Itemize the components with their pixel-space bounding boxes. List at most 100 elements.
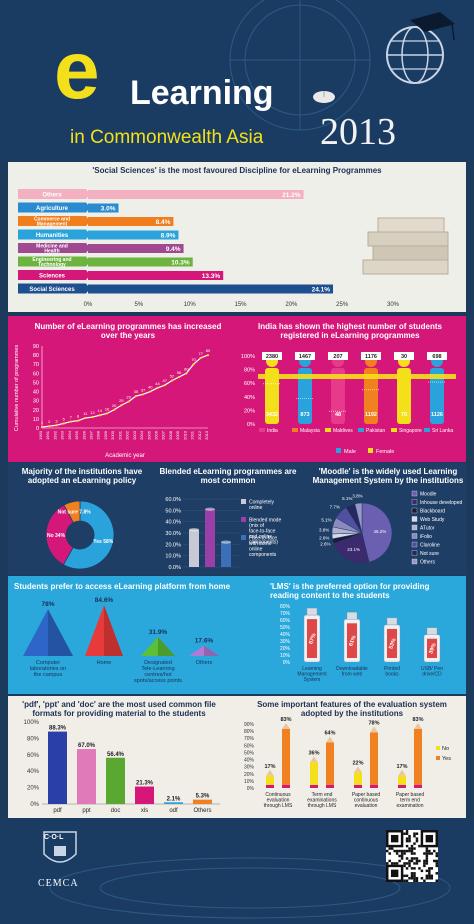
- country-flag: [325, 428, 331, 432]
- qr-module: [390, 862, 394, 865]
- qr-module: [388, 859, 391, 863]
- qr-module: [425, 859, 429, 863]
- globe-icon: [386, 12, 455, 84]
- student-top-label-bg: [295, 352, 315, 360]
- qr-module: [413, 872, 416, 875]
- disc-x-tick: 15%: [234, 302, 247, 308]
- disciplines-section: 'Social Sciences' is the most favoured D…: [8, 162, 466, 312]
- qr-module: [413, 867, 416, 870]
- footer: C·O·L CEMCA: [0, 818, 474, 924]
- blended-legend-label: components): [249, 540, 278, 546]
- blended-legend-label: Face-to-face: [249, 536, 277, 542]
- formats-value-label: 88.3%: [49, 726, 67, 732]
- disc-bar: [88, 284, 334, 294]
- evaluation-y-tick: 90%: [244, 722, 255, 728]
- country-label: Sri Lanka: [432, 428, 453, 434]
- qr-module: [400, 854, 404, 858]
- evaluation-pencil-body: [310, 762, 318, 788]
- disc-category-tab: [18, 270, 90, 280]
- evaluation-pencil-tip: [398, 769, 406, 776]
- qr-module: [420, 877, 424, 880]
- blended-bar-chart: 0.0% 10.0% 20.0% 30.0% 40.0% 50.0% 60.0% Comple…: [165, 497, 281, 571]
- disc-x-tick: 30%: [387, 302, 400, 308]
- student-top-label: 1176: [365, 354, 377, 360]
- disc-value-label: 3.0%: [101, 206, 116, 213]
- formats-category-label: pdf: [53, 808, 62, 814]
- evaluation-pencil-tip: [370, 726, 378, 733]
- qr-finder-inner: [390, 834, 399, 843]
- qr-module: [405, 830, 409, 833]
- growth-x-tick: 1990: [38, 430, 43, 440]
- disciplines-bar-chart: 0% 5% 10% 15% 20% 25% 30% Others 21.2% Agricultur…: [18, 189, 400, 308]
- reading-usb-stripe: [307, 619, 317, 658]
- qr-module: [395, 852, 399, 855]
- lms-pie-chart: 46.2%23.1%2.6%2.6%3.8%5.1%7.7%5.1%3.8% Mo…: [319, 490, 462, 566]
- evaluation-category-label: Term end: [312, 792, 333, 798]
- lms-slice: [354, 502, 363, 534]
- reading-y-tick: 10%: [280, 653, 291, 659]
- lms-legend-label: Blackboard: [420, 509, 445, 515]
- evaluation-legend-no-swatch: [436, 746, 440, 750]
- student-top-label-bg: [427, 352, 447, 360]
- qr-module: [433, 859, 436, 863]
- evaluation-legend-yes-swatch: [436, 756, 440, 760]
- evaluation-y-tick: 60%: [244, 743, 255, 749]
- blended-legend-label: Completely: [249, 500, 275, 506]
- student-figure-body: [397, 368, 411, 424]
- mouse-icon: [313, 91, 335, 103]
- formats-bar: [48, 731, 67, 804]
- growth-title: Number of eLearning programmes has incre…: [34, 322, 222, 340]
- growth-point: [120, 404, 123, 407]
- blended-legend-label: and online: [249, 534, 272, 540]
- growth-point-label: 14: [98, 408, 103, 413]
- growth-point-label: 7: [70, 415, 73, 420]
- evaluation-pencil-tip: [266, 769, 274, 776]
- qr-module: [415, 839, 419, 843]
- disc-category-label: Commerce and: [34, 217, 70, 223]
- qr-module: [408, 859, 411, 863]
- student-top-label-bg: [328, 352, 348, 360]
- qr-module: [415, 857, 419, 860]
- student-figure-body: [331, 368, 345, 424]
- growth-point-label: 29: [126, 395, 131, 400]
- disc-bar: [88, 271, 224, 280]
- legend-male-swatch: [336, 448, 341, 453]
- growth-point: [48, 425, 51, 428]
- cemca-text: CEMCA: [38, 878, 79, 889]
- evaluation-pencil-eraser: [310, 785, 318, 788]
- qr-module: [405, 862, 409, 865]
- qr-module: [428, 869, 431, 873]
- growth-point: [178, 375, 181, 379]
- growth-point: [156, 386, 159, 390]
- qr-code-icon[interactable]: [386, 830, 438, 882]
- growth-x-tick: 2001: [117, 430, 122, 440]
- evaluation-pencil-body: [398, 775, 406, 788]
- evaluation-category-label: continuous: [354, 798, 379, 804]
- lms-legend-swatch: [411, 558, 418, 565]
- blended-y-tick: 0.0%: [168, 565, 181, 571]
- growth-point-label: 25: [119, 398, 124, 403]
- formats-category-label: doc: [111, 808, 121, 814]
- access-category-label: laboratories on: [30, 666, 66, 672]
- evaluation-pencil-chart: 0%10%20%30%40% 50%60%70%80%90% 17% 83% Conti…: [244, 717, 451, 809]
- qr-module: [425, 847, 429, 850]
- growth-point-label: 47: [162, 378, 167, 383]
- lms-slice-label: 23.1%: [347, 547, 360, 552]
- formats-bar-chart: 0% 20% 40% 60% 80% 100% 88.3% pdf 67.0% ppt 56.4% d…: [24, 720, 220, 814]
- disc-bar: [88, 203, 119, 213]
- growth-point: [163, 384, 166, 387]
- student-top-label-bg: [262, 352, 282, 360]
- qr-module: [413, 857, 416, 860]
- policy-donut-chart: Yes 58% No 34% Not sure 7.8%: [45, 500, 115, 570]
- evaluation-pencil-eraser: [398, 785, 406, 788]
- country-label: Pakistan: [366, 428, 385, 434]
- qr-module: [415, 879, 419, 882]
- qr-module: [418, 867, 421, 870]
- students-y-tick: 80%: [244, 368, 255, 374]
- lms-slice-label: 2.6%: [319, 535, 329, 540]
- qr-module: [415, 862, 419, 865]
- growth-y-tick: 40: [33, 390, 39, 396]
- formats-title: 'pdf', 'ppt' and 'doc' are the most used…: [22, 700, 216, 718]
- qr-module: [413, 874, 416, 878]
- disc-x-tick: 25%: [336, 302, 349, 308]
